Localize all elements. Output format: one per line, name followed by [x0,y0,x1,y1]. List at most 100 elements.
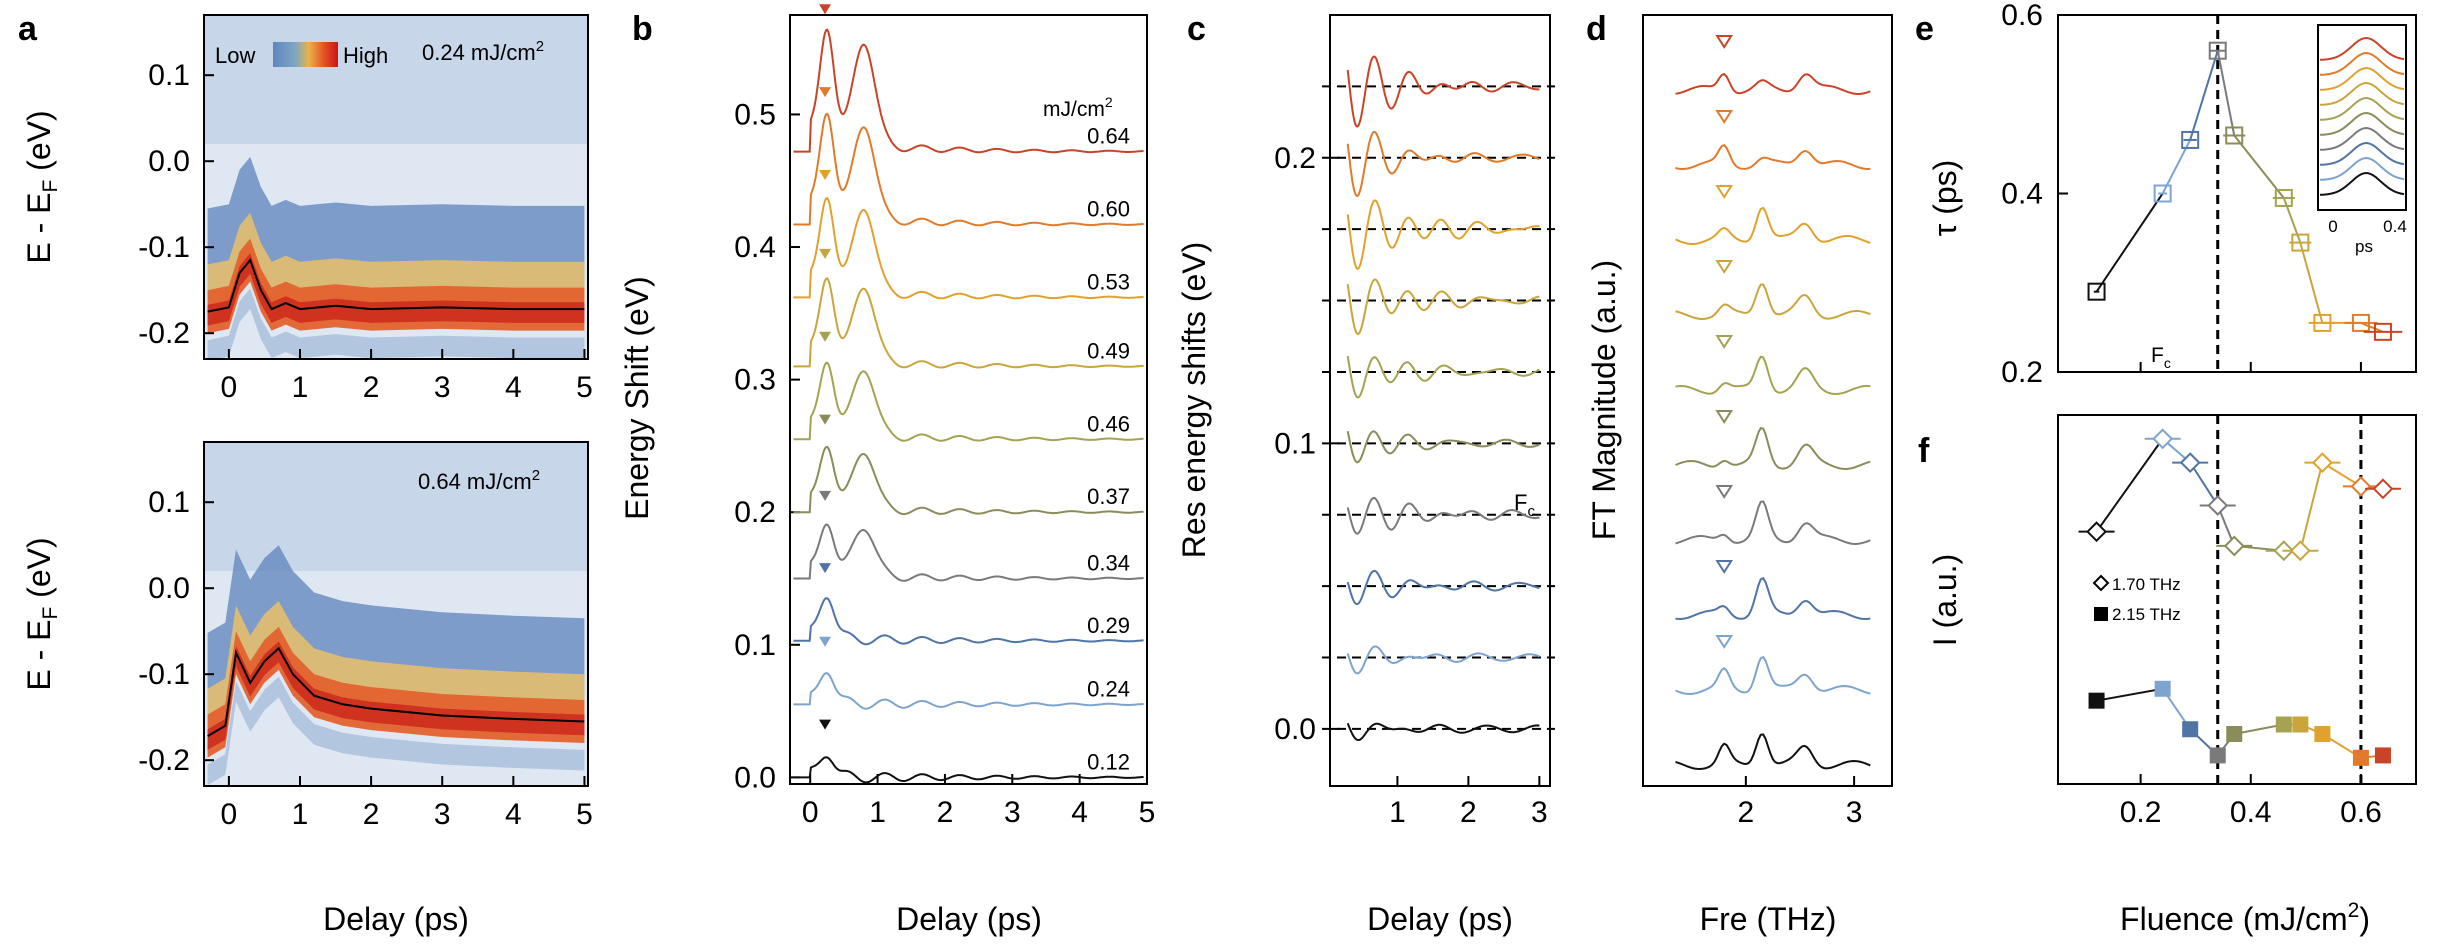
series-line [793,277,1144,369]
panel-c-plot: 0.0 0.1 0.2 1 2 3 [1274,55,1555,829]
panel-c-ylabel: Res energy shifts (eV) [1176,242,1212,559]
residual-line [1346,199,1540,270]
peak-marker [1715,410,1734,424]
data-point [2274,188,2293,207]
overlay-trace [207,646,585,737]
legend-label-2: 2.15 THz [2112,605,2181,624]
ft-line [1675,283,1871,321]
legend-marker-diamond [2092,574,2110,592]
series-label: 0.53 [1087,269,1130,294]
panel-d-ylabel: FT Magnitude (a.u.) [1586,260,1622,540]
ft-line [1675,426,1871,471]
residual-line [1346,645,1540,675]
panel-f-xlabel: Fluence (mJ/cm2) [2120,899,2370,937]
series-label: 0.49 [1087,338,1130,363]
x-tick-label: 0.2 [2120,796,2162,829]
connector [2299,462,2324,551]
x-tick-label: 1 [1389,796,1406,829]
colorbar-low-label: Low [215,43,255,68]
connector [2299,242,2324,324]
series-line [793,672,1144,710]
series-line [793,523,1144,582]
panel-letter-e: e [1915,10,1934,48]
connector [2233,134,2285,199]
x-tick-label: 0.4 [2230,796,2272,829]
data-point [2226,726,2243,743]
heatmap-band-red [207,253,585,326]
series-line [793,361,1144,442]
y-tick-label: 0.2 [2001,356,2043,389]
heatmap-haze [204,15,588,144]
peak-marker [819,563,832,574]
y-tick-label: 0.5 [734,98,776,131]
peak-marker [1715,485,1734,499]
residual-line [1346,430,1540,464]
panel-e: e 0.2 0.4 0.6 0 0.4 ps Fc τ (ps) [1915,0,2417,389]
x-tick-label: 5 [576,798,593,831]
inset-line [2319,82,2405,106]
series-line [793,597,1144,646]
x-tick-label: 4 [1071,796,1088,829]
x-tick-label: 1 [292,371,309,404]
x-tick-label: 1 [292,798,309,831]
panel-c: c 0.0 0.1 0.2 1 2 3 Fc Res energy shifts (eV)… [1176,10,1555,937]
inset-line [2319,97,2405,121]
y-tick-label: 0.6 [2001,0,2043,32]
data-point [2153,184,2172,203]
data-point [2292,716,2309,733]
data-point [2154,680,2171,697]
peak-marker [819,248,832,259]
connector [2234,723,2285,735]
series-label: 0.24 [1087,676,1130,701]
colorbar [273,42,338,67]
data-point [2182,721,2199,738]
data-point [2209,747,2226,764]
data-point [2352,749,2369,766]
inset-line [2319,37,2405,61]
inset-line [2319,127,2405,151]
inset-line [2319,67,2405,91]
fc-annotation-e: Fc [2151,344,2171,371]
residual-line [1346,722,1540,742]
residual-line [1346,130,1540,198]
data-point [2275,716,2292,733]
x-tick-label: 3 [434,371,451,404]
ft-line [1675,500,1871,546]
inset-line [2319,112,2405,136]
x-tick-label: 4 [505,371,522,404]
connector [2360,321,2384,333]
series-label: 0.46 [1087,411,1130,436]
panel-b-plot: 0.0 0.1 0.2 0.3 0.4 0.5 0 1 2 3 4 5 0.12 0.24 0.29 0.34… [734,4,1155,829]
series-line [793,445,1144,516]
data-point [2223,535,2245,557]
ft-line [1675,144,1871,171]
fc-annotation-c: Fc [1514,490,1535,520]
x-tick-label: 2 [363,371,380,404]
y-tick-label: -0.1 [138,658,190,691]
heatmap-band-lower [207,676,585,786]
y-tick-label: 0.0 [148,145,190,178]
series-line [793,28,1144,154]
ft-line [1675,733,1871,771]
series-label: 0.34 [1087,550,1130,575]
peak-marker [1715,260,1734,274]
data-point [2351,313,2370,332]
series-label: 0.37 [1087,484,1130,509]
panel-f-ylabel: I (a.u.) [1927,554,1963,646]
heatmap-top [204,15,588,359]
peak-marker [819,331,832,342]
series-label: 0.64 [1087,124,1130,149]
y-tick-label: 0.3 [734,364,776,397]
ft-line [1675,206,1871,246]
residual-line [1346,55,1540,128]
legend-marker-square [2094,607,2108,621]
residual-line [1346,496,1540,535]
panel-d-xlabel: Fre (THz) [1700,901,1837,937]
y-tick-label: 0.0 [148,572,190,605]
connector [2095,192,2164,293]
peak-marker [819,414,832,425]
peak-marker [1715,560,1734,574]
panel-letter-a: a [18,10,38,48]
heatmap-band-blue [207,156,585,295]
